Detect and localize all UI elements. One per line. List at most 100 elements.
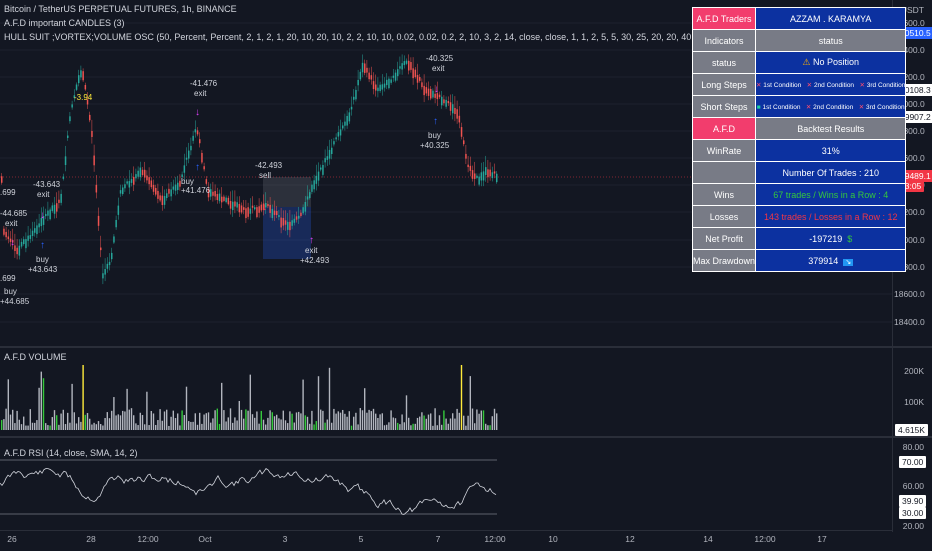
condition-label: 3rd Condition <box>866 81 906 89</box>
wins-label: Wins <box>693 184 756 205</box>
rsi-title[interactable]: A.F.D RSI (14, close, SMA, 14, 2) <box>4 448 138 458</box>
price-axis-label: 18400.0 <box>894 317 925 327</box>
time-axis-label: 28 <box>86 534 96 544</box>
price-chart[interactable]: -3.94 -41.476 exit ↓ ↑ buy +41.476 -42.4… <box>0 0 892 345</box>
price-axis-label: 18800.0 <box>894 262 925 272</box>
price-axis-label: 20000.0 <box>894 99 925 109</box>
time-axis[interactable] <box>0 530 892 551</box>
time-axis-label: 12 <box>625 534 635 544</box>
trade-label: exit <box>37 190 50 199</box>
trade-label: -40.325 <box>426 54 454 63</box>
afd-label: A.F.D <box>693 118 756 139</box>
trade-label: buy <box>36 255 49 264</box>
warning-icon: ⚠ <box>802 57 811 67</box>
price-axis-label: 19800.0 <box>894 126 925 136</box>
price-axis-label: 19200.0 <box>894 207 925 217</box>
condition-label: 2nd Condition <box>813 81 855 89</box>
wins-value: 67 trades / Wins in a Row : 4 <box>756 184 906 205</box>
backtest-table: A.F.D Traders AZZAM . KARAMYA Indicators… <box>692 7 907 272</box>
symbol-title[interactable]: Bitcoin / TetherUS PERPETUAL FUTURES, 1h… <box>4 4 237 14</box>
traders-label: A.F.D Traders <box>693 8 756 29</box>
cross-icon: ✕ <box>756 81 762 89</box>
trade-label: exit <box>194 89 207 98</box>
net-profit-label: Net Profit <box>693 228 756 249</box>
trades-value: Number Of Trades : 210 <box>756 162 906 183</box>
trade-label: +43.643 <box>28 265 58 274</box>
rsi-line <box>0 467 497 515</box>
volume-title[interactable]: A.F.D VOLUME <box>4 352 67 362</box>
currency-label: USDT <box>900 5 924 15</box>
winrate-label: WinRate <box>693 140 756 161</box>
price-axis-label: 20400.0 <box>894 45 925 55</box>
trade-label: +41.476 <box>181 186 211 195</box>
trade-zone-sell <box>263 177 311 207</box>
rsi-tag: 39.90 <box>899 495 927 507</box>
trade-label: +42.493 <box>300 256 330 265</box>
max-drawdown-value: 379914 <box>808 255 839 266</box>
indicators-value: status <box>756 30 906 51</box>
trade-label: -41.476 <box>190 79 218 88</box>
cross-icon: ✕ <box>859 81 865 89</box>
trade-label: exit <box>432 64 445 73</box>
marker-arrow: ↑ <box>309 235 314 246</box>
short-steps-label: Short Steps <box>693 96 756 117</box>
trade-label: -43.643 <box>33 180 61 189</box>
time-axis-label: 14 <box>703 534 713 544</box>
rsi-chart[interactable] <box>0 438 892 530</box>
rsi-tag: 30.00 <box>899 507 927 519</box>
long-steps-label: Long Steps <box>693 74 756 95</box>
cross-icon: ✕ <box>806 81 813 89</box>
rsi-tag: 70.00 <box>899 456 927 468</box>
max-drawdown-label: Max Drawdown <box>693 250 756 271</box>
status-value: No Position <box>813 57 860 67</box>
indicator-legend[interactable]: A.F.D important CANDLES (3) <box>4 18 125 28</box>
net-profit-value: -197219 <box>809 233 843 244</box>
cross-icon: ✕ <box>858 103 865 111</box>
time-axis-label: 5 <box>358 534 364 544</box>
volume-chart[interactable] <box>0 348 892 436</box>
condition-label: 3rd Condition <box>865 103 905 111</box>
trade-label: exit <box>5 219 18 228</box>
net-profit-cell: -197219 $ <box>756 228 906 249</box>
winrate-value: 31% <box>756 140 906 161</box>
condition-label: 2nd Condition <box>813 103 854 111</box>
trade-label: .699 <box>0 188 16 197</box>
time-axis-label: 17 <box>817 534 827 544</box>
rsi-axis-label: 20.00 <box>902 521 924 531</box>
trade-label: +44.685 <box>0 297 30 306</box>
trade-label: exit <box>305 246 318 255</box>
trade-label: -42.493 <box>255 161 283 170</box>
volume-bars <box>1 365 498 430</box>
trade-label: +40.325 <box>420 141 450 150</box>
trade-label: buy <box>428 131 441 140</box>
volume-tag: 4.615K <box>895 424 928 436</box>
dollar-icon: $ <box>847 233 853 244</box>
volume-axis-label: 100K <box>904 397 924 407</box>
candles <box>1 54 498 285</box>
pane-separator[interactable] <box>0 436 932 438</box>
price-axis-label: 19600.0 <box>894 153 925 163</box>
condition-label: 1st Condition <box>763 81 802 89</box>
marker-arrow: ↓ <box>195 107 200 118</box>
time-axis-label: 26 <box>7 534 17 544</box>
price-axis-label: 19000.0 <box>894 235 925 245</box>
trade-label: -3.94 <box>74 93 93 102</box>
price-axis-label: 18600.0 <box>894 289 925 299</box>
marker-arrow: ↑ <box>195 162 200 173</box>
time-axis-label: 3 <box>282 534 288 544</box>
marker-arrow: ↑ <box>40 240 45 251</box>
pane-separator[interactable] <box>0 346 932 348</box>
marker-arrow: ↓ <box>10 237 15 248</box>
losses-value: 143 trades / Losses in a Row : 12 <box>756 206 906 227</box>
indicator-legend[interactable]: HULL SUIT ;VORTEX;VOLUME OSC (50, Percen… <box>4 32 694 42</box>
marker-arrow: ↓ <box>434 84 439 95</box>
long-steps-value: ✕ 1st Condition ✕ 2nd Condition ✕ 3rd Co… <box>756 74 906 95</box>
trade-label: -44.685 <box>0 209 28 218</box>
short-steps-value: ■ 1st Condition ✕ 2nd Condition ✕ 3rd Co… <box>756 96 906 117</box>
trades-label <box>693 162 756 183</box>
check-icon: ■ <box>756 103 761 111</box>
losses-label: Losses <box>693 206 756 227</box>
time-axis-label: 7 <box>435 534 441 544</box>
marker-arrow: ↓ <box>40 210 45 221</box>
trade-zone-buy <box>263 207 311 259</box>
